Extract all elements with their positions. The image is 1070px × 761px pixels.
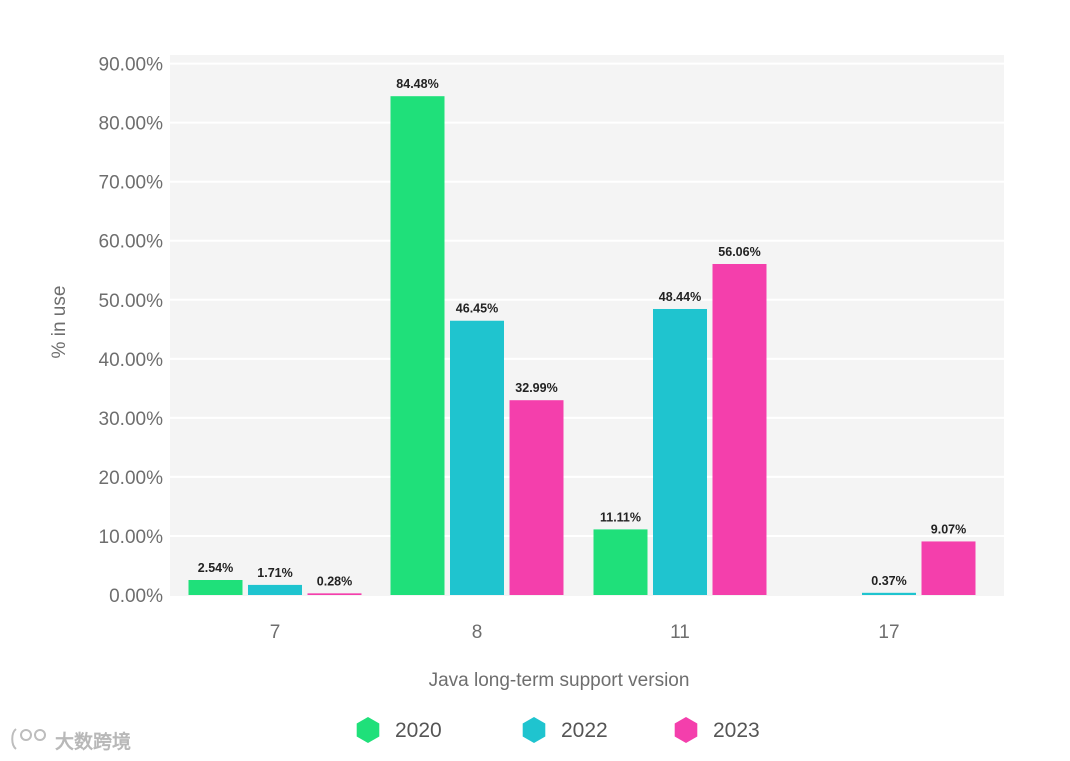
- y-tick-label: 30.00%: [99, 409, 164, 430]
- bar-2020-8: [390, 96, 445, 595]
- y-tick-label: 20.00%: [99, 468, 164, 489]
- bar-2023-17: [921, 541, 976, 595]
- data-label: 84.48%: [396, 77, 438, 91]
- bar-2022-11: [653, 308, 707, 595]
- y-tick-label: 70.00%: [99, 173, 164, 194]
- data-label: 32.99%: [515, 381, 557, 395]
- bar-2023-8: [509, 400, 564, 595]
- bar-2020-7: [188, 580, 243, 595]
- legend-item-2023: 2023: [674, 717, 760, 743]
- data-label: 11.11%: [600, 510, 641, 524]
- x-tick-label: 8: [472, 622, 483, 643]
- legend: 2020 2022 2023: [356, 717, 760, 743]
- data-label: 46.45%: [456, 302, 498, 316]
- x-tick-label: 17: [878, 622, 899, 643]
- data-label: 56.06%: [718, 245, 760, 259]
- legend-label: 2020: [395, 719, 442, 742]
- data-label: 1.71%: [257, 566, 292, 580]
- x-axis-title: Java long-term support version: [429, 670, 690, 691]
- bar-2022-7: [248, 584, 302, 595]
- bar-2023-11: [712, 263, 767, 595]
- data-label: 0.28%: [317, 574, 352, 588]
- hexagon-icon: [674, 717, 698, 743]
- data-label: 9.07%: [931, 522, 966, 536]
- watermark-text: 大数跨境: [55, 730, 131, 753]
- legend-label: 2022: [561, 719, 608, 742]
- data-label: 0.37%: [871, 574, 906, 588]
- y-axis-title: % in use: [49, 286, 70, 359]
- logo-icon: [11, 728, 46, 750]
- data-label: 48.44%: [659, 290, 701, 304]
- y-tick-label: 40.00%: [99, 350, 164, 371]
- y-tick-label: 0.00%: [109, 586, 163, 607]
- x-axis-ticks: 7 8 11 17: [270, 622, 900, 643]
- y-tick-label: 50.00%: [99, 291, 164, 312]
- y-tick-label: 80.00%: [99, 114, 164, 135]
- bar-2023-7: [307, 593, 362, 595]
- bar-2022-17: [862, 592, 916, 595]
- y-tick-label: 60.00%: [99, 232, 164, 253]
- plot-area: [170, 55, 1004, 596]
- bar-2020-11: [593, 529, 648, 595]
- y-axis-ticks: 0.00% 10.00% 20.00% 30.00% 40.00% 50.00% 60.00…: [99, 55, 164, 607]
- x-tick-label: 11: [670, 622, 690, 643]
- y-tick-label: 10.00%: [99, 527, 164, 548]
- bar-2022-8: [450, 320, 504, 595]
- x-tick-label: 7: [270, 622, 281, 643]
- hexagon-icon: [522, 717, 546, 743]
- gridlines: [170, 62, 1004, 537]
- legend-label: 2023: [713, 719, 760, 742]
- y-tick-label: 90.00%: [99, 55, 164, 76]
- hexagon-icon: [356, 717, 380, 743]
- legend-item-2020: 2020: [356, 717, 442, 743]
- watermark: 大数跨境: [11, 728, 131, 753]
- data-labels: 2.54% 1.71% 0.28% 84.48% 46.45% 32.99% 11.11% 4…: [198, 77, 966, 588]
- data-label: 2.54%: [198, 561, 233, 575]
- bars: [188, 96, 976, 595]
- legend-item-2022: 2022: [522, 717, 608, 743]
